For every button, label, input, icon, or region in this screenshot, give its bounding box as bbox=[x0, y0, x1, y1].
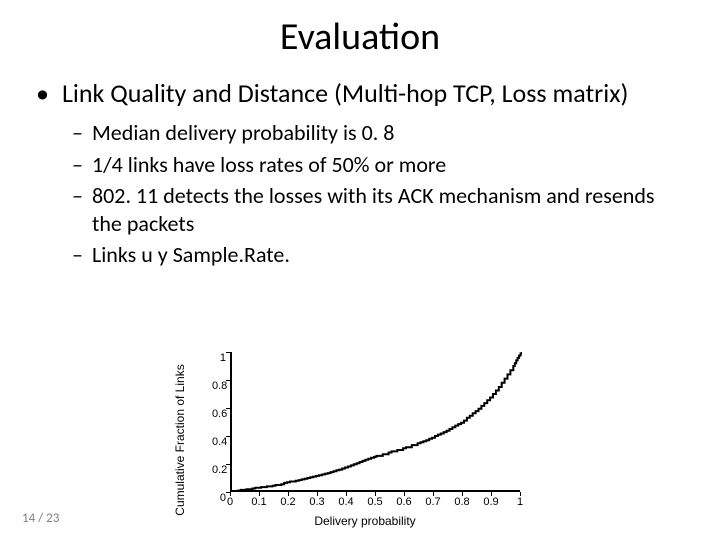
bullet-level2-text: Median delivery probability is 0. 8 bbox=[92, 119, 394, 146]
chart-ytick-mark bbox=[226, 464, 230, 465]
bullet-level2: – Links u y Sample.Rate. bbox=[36, 241, 684, 269]
chart-xtick-mark bbox=[259, 492, 260, 496]
bullet-level2-text: Links u y Sample.Rate. bbox=[92, 241, 290, 268]
bullet-dash: – bbox=[72, 182, 83, 210]
chart-ytick-label: 1 bbox=[212, 352, 226, 364]
bullet-level2: – Median delivery probability is 0. 8 bbox=[36, 119, 684, 147]
chart-xtick-mark bbox=[491, 492, 492, 496]
bullet-dash: – bbox=[72, 151, 83, 179]
page-total: 23 bbox=[46, 511, 59, 526]
bullet-dash: – bbox=[72, 119, 83, 147]
chart-xtick-mark bbox=[462, 492, 463, 496]
chart-xtick-mark bbox=[317, 492, 318, 496]
chart-xtick-mark bbox=[520, 492, 521, 496]
bullet-dash: – bbox=[72, 241, 83, 269]
bullet-level2: – 802. 11 detects the losses with its AC… bbox=[36, 182, 684, 237]
chart-xtick-mark bbox=[375, 492, 376, 496]
chart-xtick-label: 0.6 bbox=[396, 496, 411, 508]
chart-xtick-label: 0.8 bbox=[454, 496, 469, 508]
slide-title: Evaluation bbox=[0, 14, 720, 60]
chart-ytick-mark bbox=[226, 352, 230, 353]
chart-xtick-label: 0.1 bbox=[251, 496, 266, 508]
chart-ytick-mark bbox=[226, 380, 230, 381]
slide: Evaluation • Link Quality and Distance (… bbox=[0, 0, 720, 540]
chart-ytick-label: 0 bbox=[212, 492, 226, 504]
chart-xlabel: Delivery probability bbox=[314, 514, 415, 528]
bullet-level2-text: 1/4 links have loss rates of 50% or more bbox=[92, 151, 446, 178]
chart-xtick-label: 0 bbox=[227, 496, 233, 508]
chart-xtick-label: 0.5 bbox=[367, 496, 382, 508]
chart-ytick-mark bbox=[226, 408, 230, 409]
chart-ytick-label: 0.6 bbox=[212, 408, 226, 420]
chart-xtick-label: 0.7 bbox=[425, 496, 440, 508]
cdf-chart: Cumulative Fraction of Links Delivery pr… bbox=[190, 346, 540, 526]
chart-xtick-label: 0.9 bbox=[483, 496, 498, 508]
bullet-level2-text: 802. 11 detects the losses with its ACK … bbox=[92, 182, 654, 237]
bullet-level1-text: Link Quality and Distance (Multi-hop TCP… bbox=[62, 77, 628, 109]
chart-ytick-mark bbox=[226, 436, 230, 437]
chart-ytick-label: 0.8 bbox=[212, 380, 226, 392]
chart-xtick-label: 0.3 bbox=[309, 496, 324, 508]
bullet-level2: – 1/4 links have loss rates of 50% or mo… bbox=[36, 151, 684, 179]
chart-ylabel: Cumulative Fraction of Links bbox=[173, 364, 187, 515]
chart-xtick-mark bbox=[230, 492, 231, 496]
chart-xtick-mark bbox=[404, 492, 405, 496]
chart-plot-area bbox=[230, 352, 520, 492]
chart-xtick-mark bbox=[433, 492, 434, 496]
chart-xtick-mark bbox=[288, 492, 289, 496]
page-sep: / bbox=[38, 511, 43, 526]
chart-ytick-label: 0.2 bbox=[212, 464, 226, 476]
chart-xtick-mark bbox=[346, 492, 347, 496]
page-number: 14 / 23 bbox=[22, 511, 59, 526]
chart-line bbox=[232, 352, 522, 492]
bullet-dot: • bbox=[36, 78, 49, 109]
bullet-level1: • Link Quality and Distance (Multi-hop T… bbox=[36, 78, 684, 109]
page-current: 14 bbox=[22, 511, 35, 526]
chart-xtick-label: 0.2 bbox=[280, 496, 295, 508]
chart-xtick-label: 0.4 bbox=[338, 496, 353, 508]
chart-xtick-label: 1 bbox=[517, 496, 523, 508]
chart-ytick-label: 0.4 bbox=[212, 436, 226, 448]
slide-content: • Link Quality and Distance (Multi-hop T… bbox=[36, 78, 684, 273]
